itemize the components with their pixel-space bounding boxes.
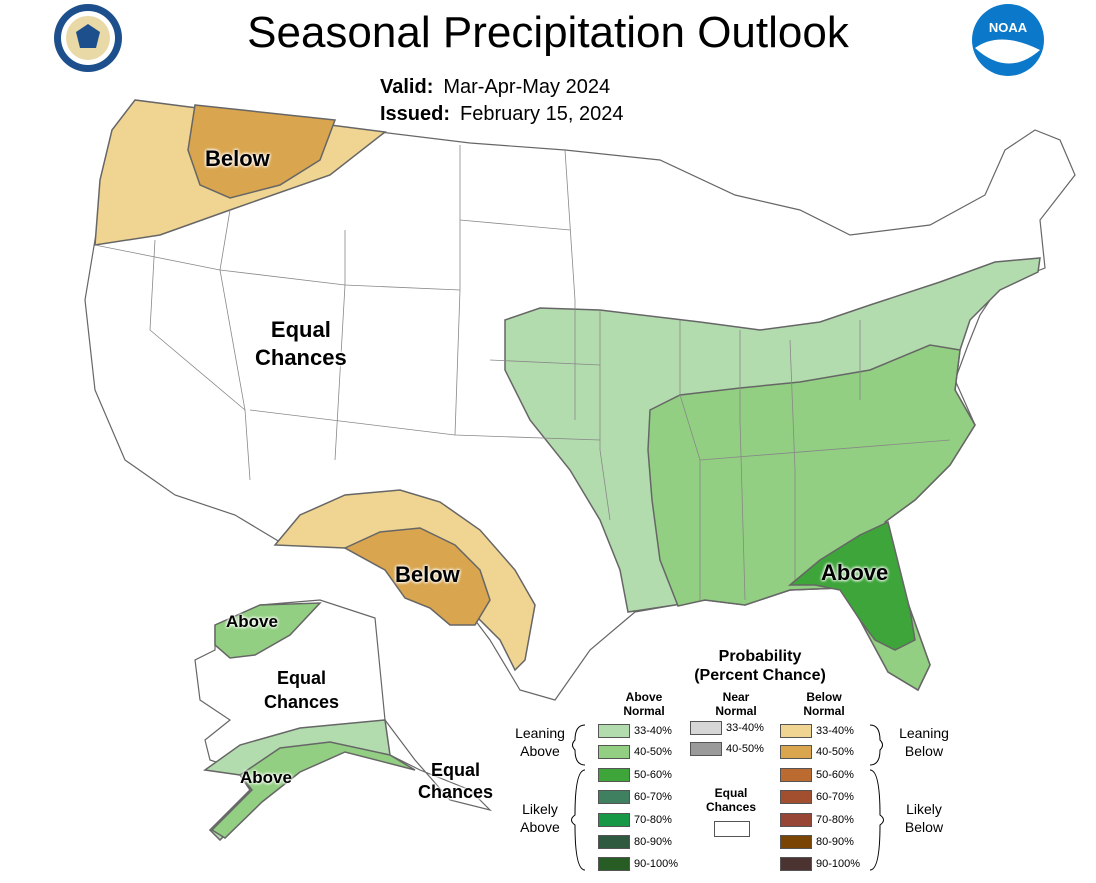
legend-likely-below: Likely Below (904, 801, 944, 835)
legend-equal-label: Equal Chances (705, 786, 757, 814)
legend-above-3-swatch (598, 790, 630, 804)
legend-above-1-swatch (598, 745, 630, 759)
legend-below-4-swatch (780, 813, 812, 827)
legend-above-0-label: 33-40% (634, 725, 672, 737)
issued-date: Issued: February 15, 2024 (380, 103, 624, 125)
legend-equal-swatch (714, 821, 750, 837)
legend-near-1-label: 40-50% (726, 743, 764, 755)
nw-below-40-50 (187, 104, 337, 199)
legend-above-5-swatch (598, 835, 630, 849)
legend-above-2-label: 50-60% (634, 769, 672, 781)
label-ak-south-above: Above (240, 768, 292, 787)
legend-above-0-swatch (598, 724, 630, 738)
legend-below-1-swatch (780, 745, 812, 759)
label-se-above: Above (821, 560, 889, 585)
legend-below-3: 60-70% (780, 790, 854, 804)
legend-below-5: 80-90% (780, 835, 854, 849)
legend-below-4-label: 70-80% (816, 814, 854, 826)
legend-near-0-swatch (690, 721, 722, 735)
legend-above-5-label: 80-90% (634, 836, 672, 848)
alaska-above-south-40-50 (210, 741, 416, 839)
legend-near-1: 40-50% (690, 742, 764, 756)
legend-above-2: 50-60% (598, 768, 672, 782)
legend-above-4: 70-80% (598, 813, 672, 827)
se-above-40-50 (647, 344, 976, 692)
legend-above-0: 33-40% (598, 724, 672, 738)
legend-below-6: 90-100% (780, 857, 860, 871)
page-title: Seasonal Precipitation Outlook (247, 8, 849, 57)
legend-above-3-label: 60-70% (634, 791, 672, 803)
legend-title: Probability (Percent Chance) (694, 648, 826, 684)
legend-brackets (571, 724, 884, 871)
legend-near-header: Near Normal (715, 690, 757, 718)
legend-below-0-swatch (780, 724, 812, 738)
legend-above-6-swatch (598, 857, 630, 871)
legend-near-1-swatch (690, 742, 722, 756)
legend-below-3-label: 60-70% (816, 791, 854, 803)
legend-above-6: 90-100% (598, 857, 678, 871)
commerce-seal-icon (54, 4, 122, 72)
legend-leaning-below: Leaning Below (899, 725, 949, 759)
sw-below-40-50 (343, 527, 491, 626)
legend-below-4: 70-80% (780, 813, 854, 827)
legend-below-3-swatch (780, 790, 812, 804)
legend-below-6-swatch (780, 857, 812, 871)
label-ak-north-above: Above (226, 612, 278, 631)
label-ak-se-equal: Equal Chances (418, 760, 494, 802)
legend-below-5-swatch (780, 835, 812, 849)
state-boundaries (94, 145, 951, 601)
legend-above-4-label: 70-80% (634, 814, 672, 826)
label-nw-below: Below (205, 146, 270, 171)
legend-near-0: 33-40% (690, 721, 764, 735)
label-ak-equal: Equal Chances (264, 668, 340, 712)
legend-above-header: Above Normal (623, 690, 665, 718)
legend-above-5: 80-90% (598, 835, 672, 849)
legend-below-1: 40-50% (780, 745, 854, 759)
se-above-50-60 (787, 520, 916, 651)
noaa-logo-text: NOAA (989, 20, 1028, 35)
legend-below-header: Below Normal (803, 690, 845, 718)
legend-leaning-above: Leaning Above (515, 725, 565, 759)
legend-above-3: 60-70% (598, 790, 672, 804)
legend-above-6-label: 90-100% (634, 858, 679, 870)
legend-above-4-swatch (598, 813, 630, 827)
legend-above-1-label: 40-50% (634, 746, 672, 758)
label-sw-below: Below (395, 562, 460, 587)
legend-below-5-label: 80-90% (816, 836, 854, 848)
alaska-above-north (214, 602, 322, 659)
legend-below-2-swatch (780, 768, 812, 782)
legend-below-1-label: 40-50% (816, 746, 854, 758)
legend-below-0: 33-40% (780, 724, 854, 738)
legend-above-1: 40-50% (598, 745, 672, 759)
legend-near-0-label: 33-40% (726, 722, 764, 734)
noaa-logo-icon: NOAA (972, 4, 1044, 76)
legend-below-0-label: 33-40% (816, 725, 854, 737)
legend-below-2-label: 50-60% (816, 769, 854, 781)
legend-above-2-swatch (598, 768, 630, 782)
legend-below-6-label: 90-100% (816, 858, 861, 870)
valid-period: Valid: Mar-Apr-May 2024 (380, 76, 611, 98)
label-west-equal: Equal Chances (255, 317, 347, 370)
legend-below-2: 50-60% (780, 768, 854, 782)
legend-likely-above: Likely Above (520, 801, 560, 835)
